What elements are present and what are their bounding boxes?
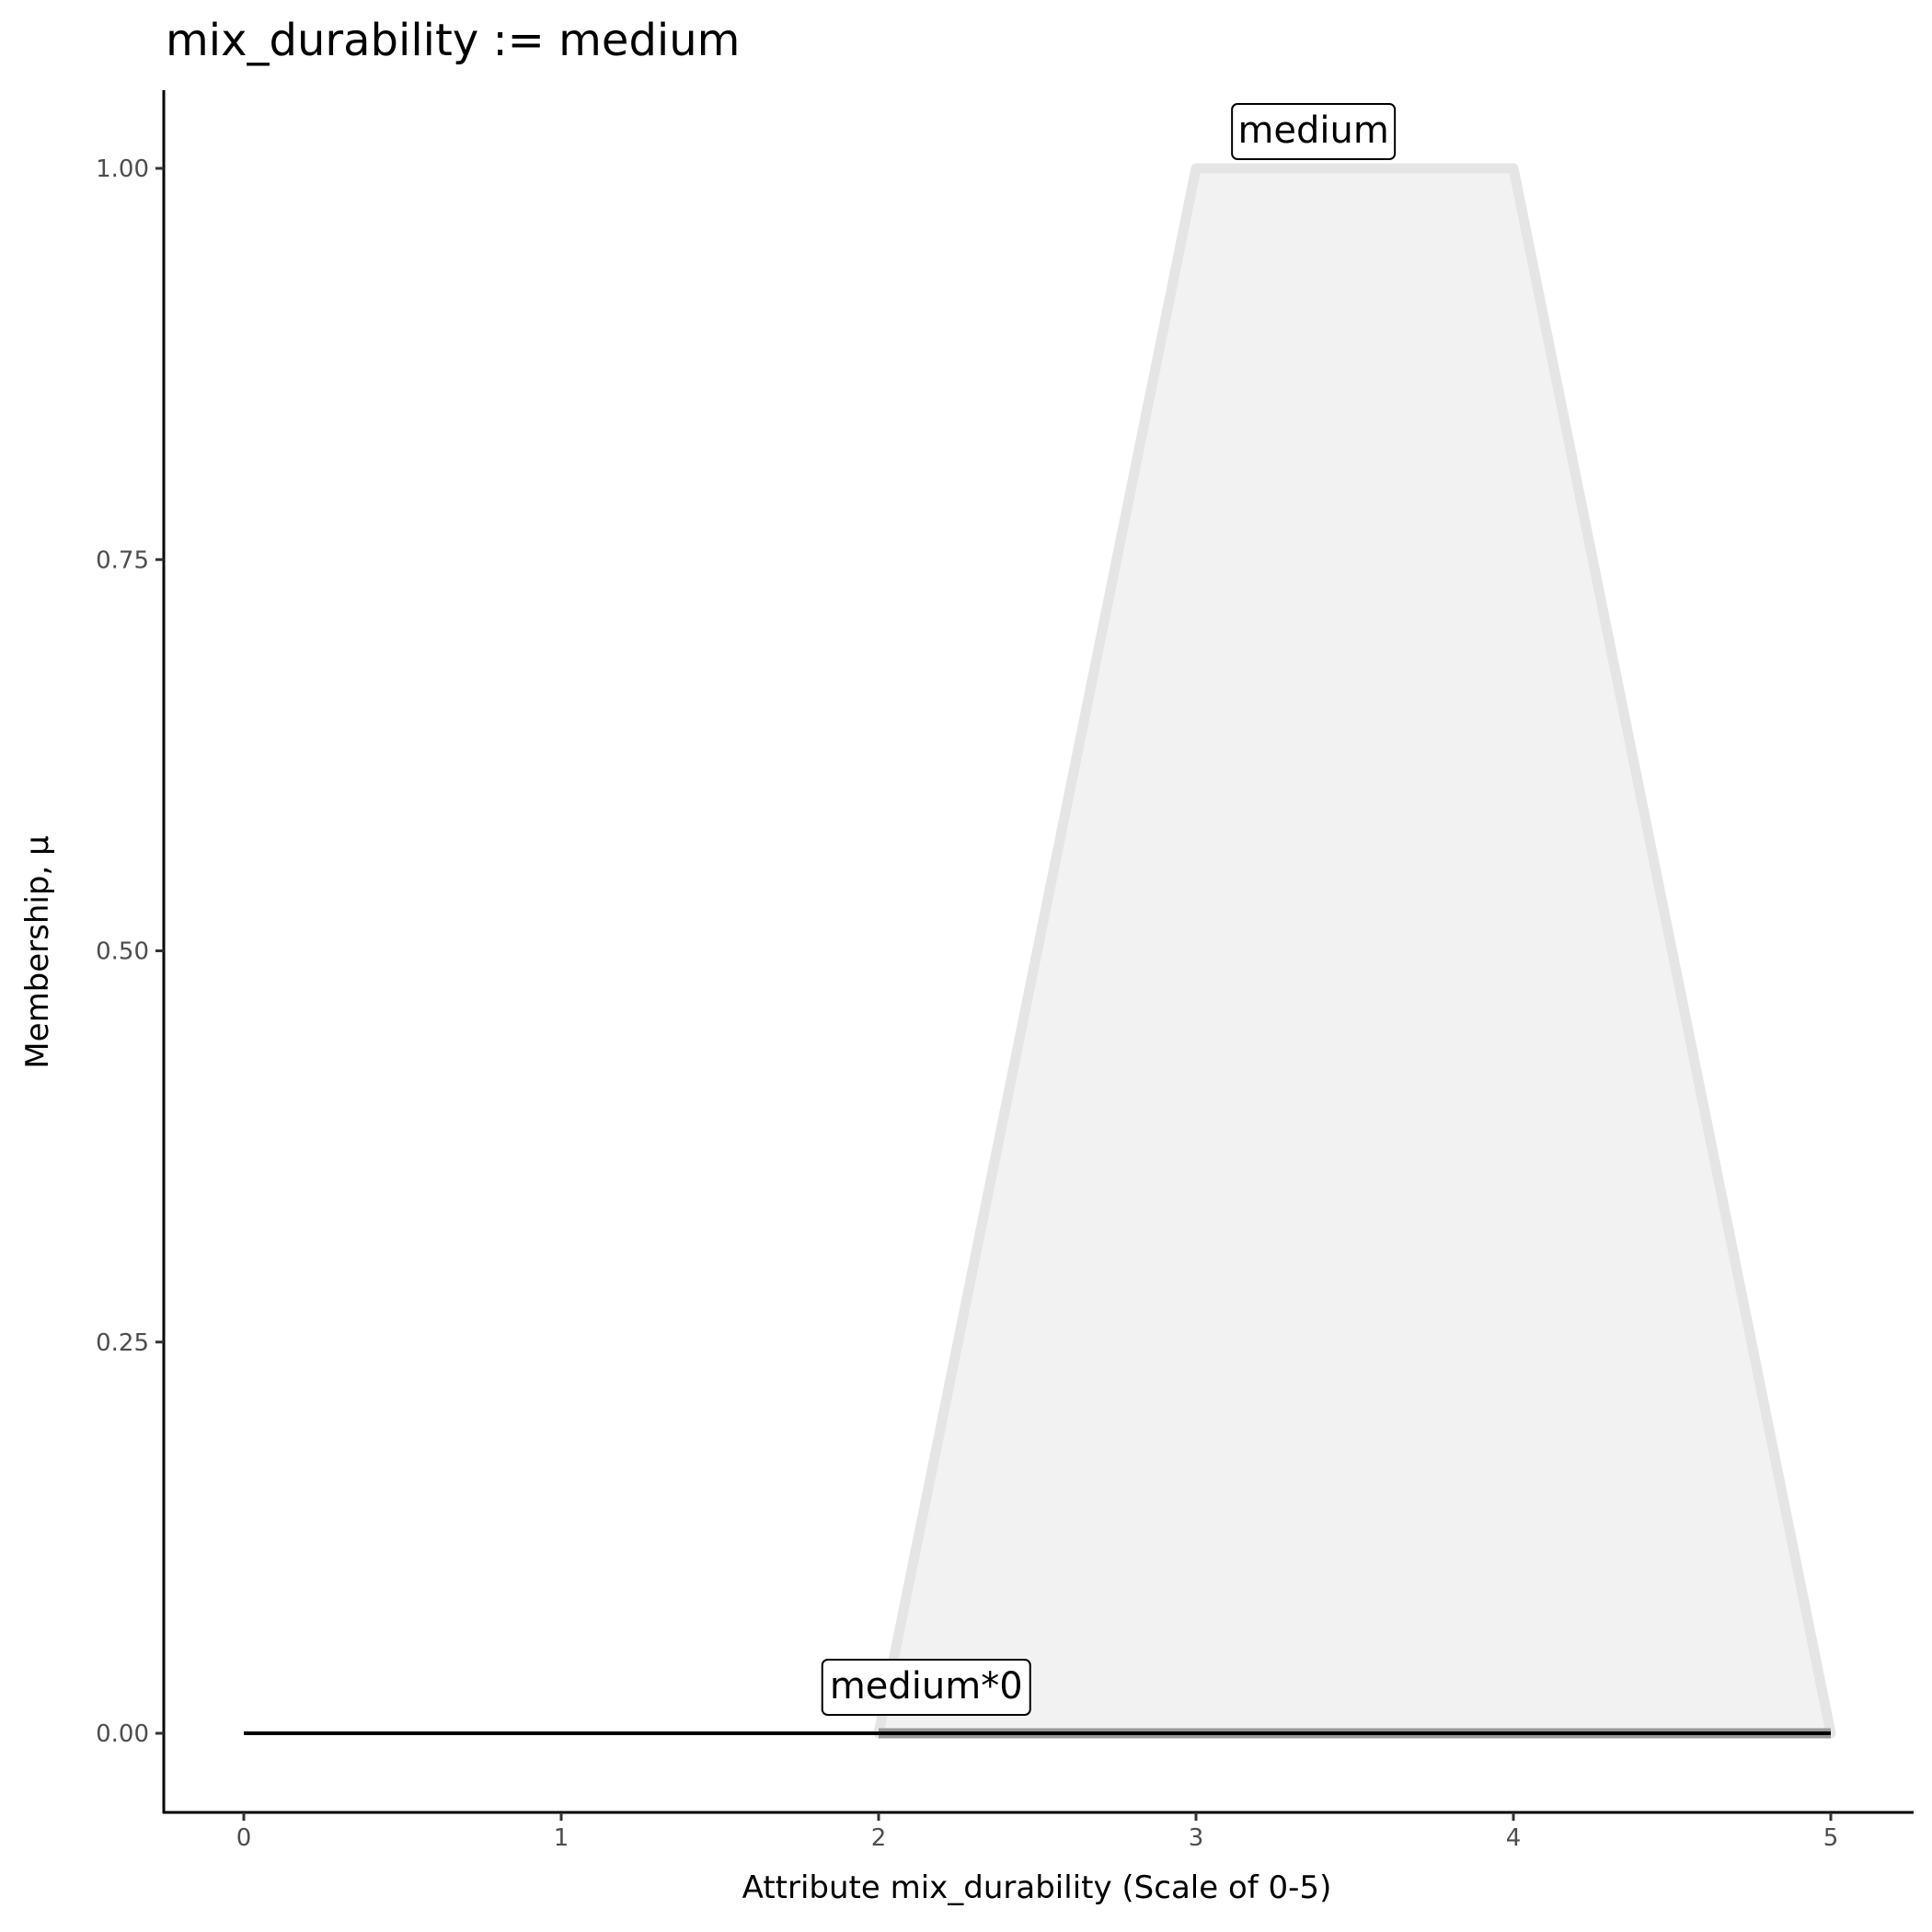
annotation-label-medium: medium [1231,103,1397,160]
x-axis-title: Attribute mix_durability (Scale of 0-5) [742,1869,1332,1906]
x-tick-label: 5 [1823,1824,1839,1852]
x-tick-label: 4 [1506,1824,1522,1852]
annotation-text: medium*0 [830,1665,1023,1708]
y-tick-label: 0.75 [96,546,149,574]
x-axis-ticks: 0 1 2 3 4 5 [236,1812,1839,1852]
x-tick-label: 3 [1189,1824,1204,1852]
y-tick-label: 0.25 [96,1329,149,1357]
series-medium-area [873,163,1836,1739]
y-tick-label: 1.00 [96,155,149,183]
annotation-label-medium-zero: medium*0 [821,1659,1031,1716]
y-axis-title: Membership, μ [19,835,56,1068]
x-tick-label: 1 [554,1824,569,1852]
chart-title: mix_durability := medium [166,15,740,66]
y-tick-label: 0.50 [96,938,149,966]
plot-area: medium medium*0 [244,103,1836,1739]
annotation-text: medium [1237,109,1388,152]
y-tick-label: 0.00 [96,1720,149,1748]
y-axis-ticks: 0.00 0.25 0.50 0.75 1.00 [96,155,164,1748]
x-tick-label: 0 [236,1824,252,1852]
annotation-box [1231,103,1397,160]
x-tick-label: 2 [871,1824,887,1852]
annotation-box [821,1659,1031,1716]
